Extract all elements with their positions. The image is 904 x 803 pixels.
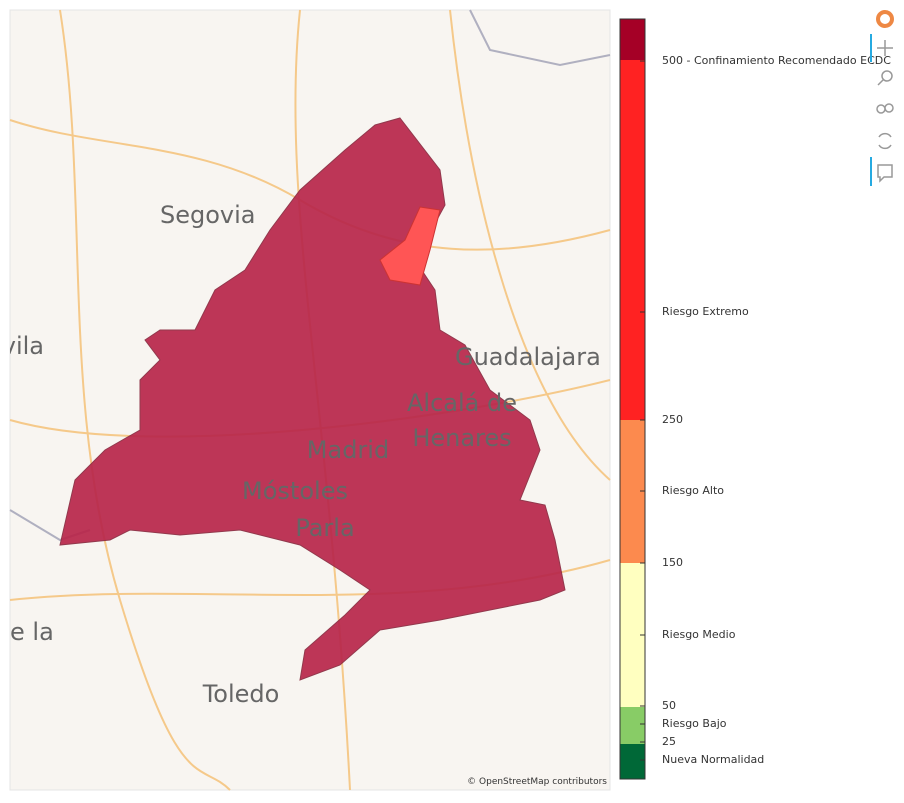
place-label: Alcalá de	[407, 389, 517, 417]
toolbar	[870, 10, 894, 186]
color-segment	[620, 19, 645, 60]
madrid-region	[59, 117, 566, 681]
place-label: Henares	[412, 424, 511, 452]
wheel-zoom-tool[interactable]	[876, 103, 894, 114]
map: Segovia vila Guadalajara Alcalá de Henares Ma…	[2, 117, 607, 787]
color-segment	[620, 707, 645, 744]
zoom-tool[interactable]	[877, 70, 893, 86]
color-bar-frame	[619, 18, 646, 780]
color-bar-label: Riesgo Medio	[662, 628, 736, 641]
pan-tool[interactable]	[877, 40, 893, 56]
reset-tool[interactable]	[878, 132, 892, 150]
color-bar-label: 25	[662, 735, 676, 748]
color-bar-label: 150	[662, 556, 683, 569]
place-label: Segovia	[160, 201, 256, 229]
attribution: © OpenStreetMap contributors	[467, 777, 607, 787]
color-bar-label: Nueva Normalidad	[662, 753, 764, 766]
color-segment	[620, 744, 645, 779]
border	[469, 9, 611, 67]
place-label: Parla	[295, 514, 354, 542]
color-bar-label: 250	[662, 413, 683, 426]
place-label: vila	[2, 332, 44, 360]
color-bar: 500 - Confinamiento Recomendado ECDC Ries…	[619, 18, 891, 780]
place-label: Madrid	[307, 436, 389, 464]
color-bar-label: Riesgo Bajo	[662, 717, 727, 730]
color-bar-label: 500 - Confinamiento Recomendado ECDC	[662, 54, 891, 67]
place-label: Toledo	[202, 680, 280, 708]
color-bar-label: 50	[662, 699, 676, 712]
place-label: Móstoles	[242, 477, 348, 505]
color-segment	[620, 60, 645, 420]
place-label: e la	[10, 618, 54, 646]
color-bar-label: Riesgo Extremo	[662, 305, 749, 318]
highlighted-municipality	[379, 206, 441, 286]
color-bar-label: Riesgo Alto	[662, 484, 724, 497]
bokeh-logo[interactable]	[876, 10, 894, 28]
place-label: Guadalajara	[455, 343, 601, 371]
hover-tool[interactable]	[877, 164, 893, 183]
